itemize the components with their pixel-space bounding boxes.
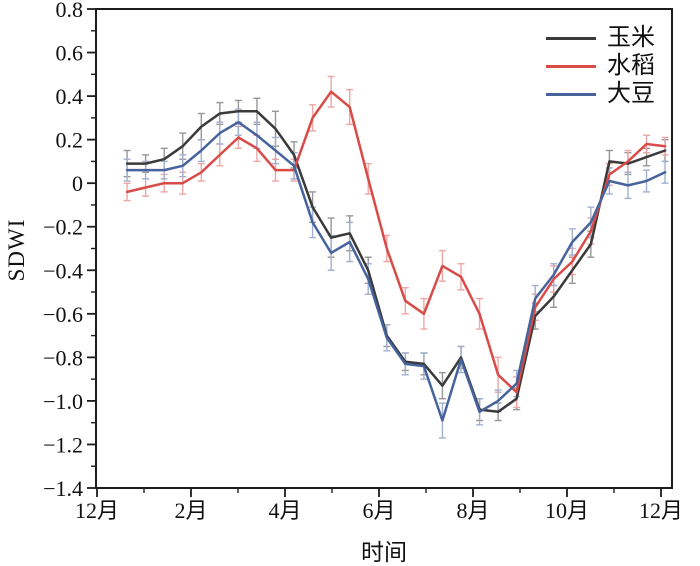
corn-line (125, 110, 667, 414)
legend-item-rice: 水稻 (546, 52, 655, 80)
legend-label-rice: 水稻 (607, 53, 655, 79)
legend-label-corn: 玉米 (607, 25, 655, 51)
x-tick-label: 4月 (268, 498, 301, 523)
y-tick-label: −1.0 (43, 389, 83, 414)
y-tick-label: 0.4 (56, 84, 84, 109)
legend-item-soybean: 大豆 (546, 80, 655, 108)
x-tick-label: 2月 (174, 498, 207, 523)
y-tick-label: 0.6 (56, 41, 84, 66)
y-tick-label: −1.2 (43, 432, 83, 457)
x-tick-label: 6月 (362, 498, 395, 523)
x-tick-label: 12月 (75, 498, 119, 523)
y-tick-label: −0.8 (43, 345, 83, 370)
x-axis-title: 时间 (96, 533, 672, 566)
y-tick-label: 0.2 (56, 128, 84, 153)
y-tick-label: 0.8 (56, 0, 84, 22)
soybean-line (125, 120, 667, 422)
legend-item-corn: 玉米 (546, 24, 655, 52)
y-tick-label: −0.6 (43, 302, 83, 327)
y-axis-title-text: SDWI (4, 218, 29, 282)
x-axis-title-text: 时间 (361, 540, 407, 565)
y-tick-label: −0.2 (43, 215, 83, 240)
y-tick-label: 0 (72, 171, 83, 196)
rice-line-swatch (546, 64, 596, 68)
y-axis-title: SDWI (4, 200, 30, 300)
y-tick-label: −1.4 (43, 476, 83, 501)
x-tick-label: 10月 (545, 498, 589, 523)
corn-line-swatch (546, 36, 596, 40)
x-tick-label: 8月 (456, 498, 489, 523)
x-tick-label: 12月 (639, 498, 683, 523)
soybean-line-swatch (546, 92, 596, 96)
legend: 玉米 水稻 大豆 (546, 24, 655, 108)
legend-label-soybean: 大豆 (607, 81, 655, 107)
rice-line (125, 90, 667, 394)
y-tick-label: −0.4 (43, 258, 83, 283)
